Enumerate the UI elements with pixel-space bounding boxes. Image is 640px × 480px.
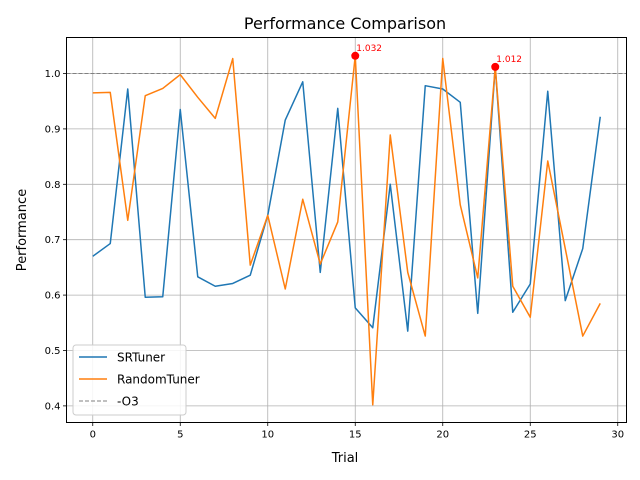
legend-label: SRTuner [117,351,165,365]
y-tick-label: 0.6 [45,291,61,302]
legend-label: -O3 [117,395,139,409]
y-tick-label: 0.4 [45,401,61,412]
y-tick-label: 1.0 [45,69,61,80]
y-tick-label: 0.7 [45,235,61,246]
x-tick-label: 5 [177,430,183,441]
x-tick-label: 10 [261,430,274,441]
plot-frame [66,37,627,423]
x-axis-ticks: 0 5 10 15 20 25 30 [90,422,624,441]
annotation-label: 1.012 [496,55,522,65]
annotation-layer: 1.032 1.012 [351,44,522,71]
legend: SRTuner RandomTuner -O3 [72,344,200,416]
x-axis-label: Trial [331,451,359,466]
y-axis-ticks: 0.4 0.5 0.6 0.7 0.8 0.9 1.0 [45,69,67,412]
legend-label: RandomTuner [117,373,200,387]
series-line-1 [92,66,601,332]
chart-title: Performance Comparison [244,14,446,33]
annotation-point [491,62,500,71]
annotation-point [351,51,360,60]
y-axis-label: Performance [15,189,30,271]
annotation-label: 1.032 [356,44,382,54]
y-tick-label: 0.5 [45,346,61,357]
x-tick-label: 15 [349,430,362,441]
series-line-2 [92,55,601,406]
x-tick-label: 25 [524,430,537,441]
x-tick-label: 30 [611,430,624,441]
x-tick-label: 20 [436,430,449,441]
y-tick-label: 0.9 [45,124,61,135]
x-tick-label: 0 [90,430,96,441]
y-tick-label: 0.8 [45,180,61,191]
series-layer [92,55,601,406]
legend-box [72,344,187,416]
